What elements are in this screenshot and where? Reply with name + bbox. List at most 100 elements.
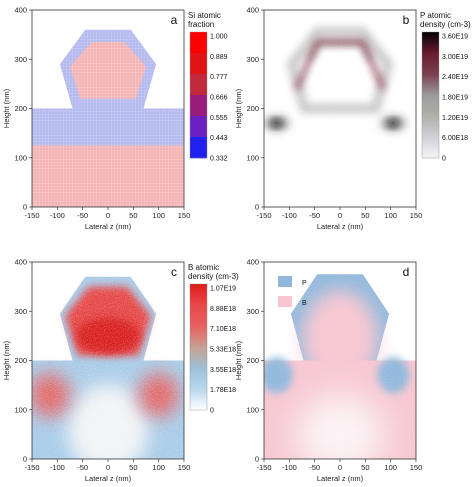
colorbar-tick-label: 2.40E19	[442, 74, 468, 81]
x-tick-label: -100	[282, 211, 297, 220]
colorbar-tick-label: 0	[442, 156, 446, 163]
y-tick-label: 100	[246, 153, 259, 162]
colorbar-tick-label: 8.88E18	[210, 306, 236, 313]
colorbar-title: density (cm-3)	[188, 272, 239, 281]
legend-swatch-p	[278, 276, 292, 287]
x-tick-label: 100	[384, 463, 397, 472]
x-tick-label: 50	[129, 463, 137, 472]
x-axis-label: Lateral z (nm)	[317, 474, 364, 483]
plot-area	[264, 27, 416, 134]
x-tick-label: 100	[152, 211, 165, 220]
colorbar-band	[190, 32, 207, 54]
colorbar-band	[190, 284, 207, 410]
y-tick-label: 200	[246, 356, 259, 365]
colorbar-tick-label: 0.666	[210, 95, 228, 102]
colorbar-tick-label: 7.10E18	[210, 326, 236, 333]
legend: PB	[278, 276, 307, 307]
y-tick-label: 300	[14, 55, 27, 64]
y-tick-label: 200	[14, 356, 27, 365]
x-tick-label: -150	[256, 463, 271, 472]
colorbar-frame	[189, 283, 208, 411]
panel-label: a	[171, 13, 178, 27]
y-tick-label: 0	[23, 203, 27, 212]
colorbar-title: B atomic	[188, 263, 219, 272]
y-tick-label: 200	[246, 104, 259, 113]
y-axis-label: Height (nm)	[234, 340, 243, 380]
x-tick-label: 100	[152, 463, 165, 472]
y-axis-label: Height (nm)	[2, 340, 11, 380]
x-tick-label: -100	[282, 463, 297, 472]
panel-label: c	[171, 265, 177, 279]
legend-swatch-b	[278, 296, 292, 307]
colorbar-tick-label: 0	[210, 408, 214, 415]
y-tick-label: 200	[14, 104, 27, 113]
colorbar-tick-label: 1.80E19	[442, 95, 468, 102]
x-tick-label: -50	[309, 211, 320, 220]
y-tick-label: 400	[14, 6, 27, 15]
colorbar-title: P atomic	[420, 11, 451, 20]
y-axis-label: Height (nm)	[2, 88, 11, 128]
colorbar-band	[190, 53, 207, 75]
colorbar-tick-label: 1.20E19	[442, 115, 468, 122]
y-tick-label: 0	[23, 455, 27, 464]
colorbar-title: fraction	[188, 20, 214, 29]
colorbar-frame	[421, 31, 440, 159]
x-tick-label: 150	[178, 211, 191, 220]
x-tick-label: -150	[24, 211, 39, 220]
colorbar-tick-label: 3.55E18	[210, 367, 236, 374]
colorbar-band	[190, 137, 207, 159]
y-tick-label: 400	[246, 258, 259, 267]
colorbar-title: Si atomic	[188, 11, 221, 20]
colorbar-band	[422, 32, 439, 158]
y-tick-label: 400	[246, 6, 259, 15]
colorbar-band	[190, 74, 207, 96]
colorbar-tick-label: 1.000	[210, 34, 228, 41]
colorbar-tick-label: 0.889	[210, 54, 228, 61]
x-tick-label: -150	[24, 463, 39, 472]
x-tick-label: 50	[129, 211, 137, 220]
plot-area	[32, 274, 184, 459]
x-tick-label: -100	[50, 463, 65, 472]
panel-label: d	[403, 265, 410, 279]
panel-a: -150 -100 -50 0 50 100 150 0 100 200 300 400 Lateral…	[2, 6, 228, 232]
panel-b: -150 -100 -50 0 50 100 150 0 100 200 300 400 Lateral…	[234, 6, 471, 232]
y-tick-label: 0	[255, 455, 259, 464]
x-tick-label: -150	[256, 211, 271, 220]
colorbar-tick-label: 1.07E19	[210, 286, 236, 293]
colorbar-tick-label: 0.777	[210, 74, 228, 81]
colorbar-title: density (cm-3)	[420, 20, 471, 29]
x-tick-label: 150	[178, 463, 191, 472]
x-tick-label: 0	[338, 463, 342, 472]
x-tick-label: -50	[77, 463, 88, 472]
y-tick-label: 100	[246, 405, 259, 414]
x-tick-label: 50	[361, 463, 369, 472]
colorbar-frame	[189, 31, 208, 159]
colorbar-tick-label: 3.60E19	[442, 34, 468, 41]
panel-d: PB-150 -100 -50 0 50 100 1500100200300400Later…	[234, 258, 422, 484]
x-tick-label: 0	[338, 211, 342, 220]
y-tick-label: 400	[14, 258, 27, 267]
colorbar-tick-label: 1.78E18	[210, 387, 236, 394]
y-tick-label: 0	[255, 203, 259, 212]
colorbar-tick-label: 5.33E18	[210, 347, 236, 354]
x-tick-label: 150	[410, 463, 423, 472]
colorbar-tick-label: 0.555	[210, 115, 228, 122]
x-tick-label: -50	[309, 463, 320, 472]
x-tick-label: 100	[384, 211, 397, 220]
legend-label-b: B	[302, 300, 307, 307]
colorbar-band	[190, 95, 207, 117]
legend-label-p: P	[302, 280, 307, 287]
x-axis-label: Lateral z (nm)	[317, 222, 364, 231]
colorbar-band	[190, 116, 207, 138]
x-tick-label: 0	[106, 211, 110, 220]
y-tick-label: 300	[14, 307, 27, 316]
panel-label: b	[403, 13, 410, 27]
x-tick-label: 150	[410, 211, 423, 220]
colorbar-tick-label: 0.332	[210, 156, 228, 163]
colorbar-tick-label: 6.00E18	[442, 135, 468, 142]
x-tick-label: -50	[77, 211, 88, 220]
